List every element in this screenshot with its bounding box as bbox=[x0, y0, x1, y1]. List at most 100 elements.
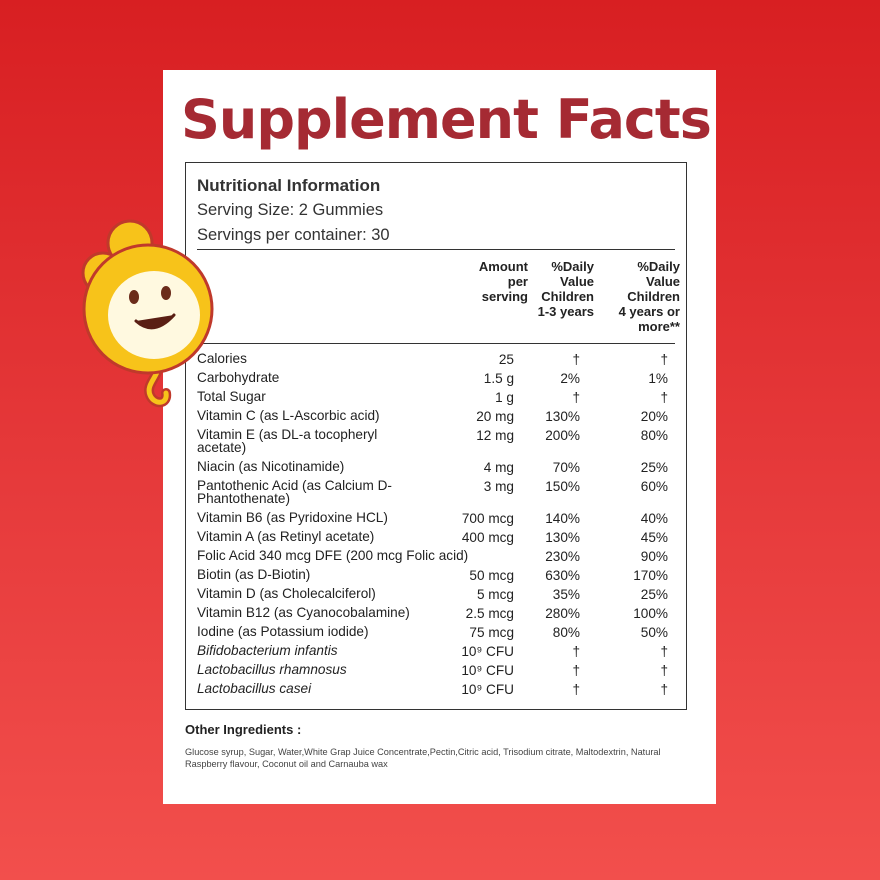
row-dv-4plus: † bbox=[660, 352, 668, 367]
facts-table: Calories 25 † † Carbohydrate 1.5 g 2% 1% Total S… bbox=[186, 352, 686, 701]
row-name: Calories bbox=[197, 351, 247, 366]
row-dv-1-3: 200% bbox=[545, 428, 580, 443]
servings-per-container: Servings per container: 30 bbox=[197, 226, 390, 244]
table-row: Pantothenic Acid (as Calcium D-Phantothe… bbox=[186, 479, 686, 511]
row-dv-1-3: 2% bbox=[560, 371, 580, 386]
table-row: Biotin (as D-Biotin) 50 mcg 630% 170% bbox=[186, 568, 686, 587]
row-name: Total Sugar bbox=[197, 389, 266, 404]
row-dv-1-3: † bbox=[572, 390, 580, 405]
table-row: Lactobacillus rhamnosus 10⁹ CFU † † bbox=[186, 663, 686, 682]
nutrition-info: Nutritional Information Serving Size: 2 … bbox=[197, 174, 390, 248]
row-name: Vitamin B12 (as Cyanocobalamine) bbox=[197, 605, 410, 620]
row-amount: 25 bbox=[498, 352, 514, 367]
row-name: Vitamin E (as DL-a tocopheryl acetate) bbox=[197, 427, 378, 455]
col-header-dv-1-3: %Daily Value Children 1-3 years bbox=[537, 259, 594, 319]
table-row: Total Sugar 1 g † † bbox=[186, 390, 686, 409]
row-dv-4plus: 20% bbox=[640, 409, 668, 424]
row-dv-1-3: 130% bbox=[545, 409, 580, 424]
row-name: Pantothenic Acid (as Calcium D-Phantothe… bbox=[197, 478, 392, 506]
row-amount: 400 mcg bbox=[461, 530, 514, 545]
row-amount: 2.5 mcg bbox=[465, 606, 514, 621]
row-dv-4plus: 80% bbox=[640, 428, 668, 443]
row-amount: 5 mcg bbox=[476, 587, 514, 602]
row-dv-4plus: 90% bbox=[640, 549, 668, 564]
table-row: Vitamin B6 (as Pyridoxine HCL) 700 mcg 140… bbox=[186, 511, 686, 530]
row-dv-4plus: 50% bbox=[640, 625, 668, 640]
row-amount: 10⁹ CFU bbox=[461, 644, 514, 659]
table-row: Vitamin E (as DL-a tocopheryl acetate) 12… bbox=[186, 428, 686, 460]
info-heading: Nutritional Information bbox=[197, 176, 381, 195]
row-name: Bifidobacterium infantis bbox=[197, 643, 338, 658]
row-name: Lactobacillus casei bbox=[197, 681, 312, 696]
row-dv-1-3: 130% bbox=[545, 530, 580, 545]
row-name: Vitamin C (as L-Ascorbic acid) bbox=[197, 408, 380, 423]
row-dv-1-3: 80% bbox=[552, 625, 580, 640]
table-row: Folic Acid 340 mcg DFE (200 mcg Folic ac… bbox=[186, 549, 686, 568]
row-dv-1-3: 230% bbox=[545, 549, 580, 564]
table-row: Iodine (as Potassium iodide) 75 mcg 80% 50% bbox=[186, 625, 686, 644]
row-name: Niacin (as Nicotinamide) bbox=[197, 459, 345, 474]
page-title: Supplement Facts bbox=[181, 88, 712, 151]
row-amount: 700 mcg bbox=[461, 511, 514, 526]
table-row: Bifidobacterium infantis 10⁹ CFU † † bbox=[186, 644, 686, 663]
divider-top bbox=[197, 249, 675, 250]
row-dv-1-3: † bbox=[572, 682, 580, 697]
row-dv-1-3: 140% bbox=[545, 511, 580, 526]
table-row: Niacin (as Nicotinamide) 4 mg 70% 25% bbox=[186, 460, 686, 479]
row-amount: 20 mg bbox=[476, 409, 514, 424]
table-row: Vitamin C (as L-Ascorbic acid) 20 mg 130% 2… bbox=[186, 409, 686, 428]
row-dv-1-3: † bbox=[572, 644, 580, 659]
table-row: Vitamin B12 (as Cyanocobalamine) 2.5 mcg 2… bbox=[186, 606, 686, 625]
serving-size: Serving Size: 2 Gummies bbox=[197, 201, 384, 219]
row-amount: 50 mcg bbox=[469, 568, 514, 583]
smiling-gummy-mascot-icon bbox=[81, 219, 214, 408]
row-dv-4plus: 45% bbox=[640, 530, 668, 545]
table-row: Carbohydrate 1.5 g 2% 1% bbox=[186, 371, 686, 390]
row-amount: 10⁹ CFU bbox=[461, 682, 514, 697]
table-row: Vitamin A (as Retinyl acetate) 400 mcg 130… bbox=[186, 530, 686, 549]
row-name: Lactobacillus rhamnosus bbox=[197, 662, 347, 677]
table-row: Vitamin D (as Cholecalciferol) 5 mcg 35% 25… bbox=[186, 587, 686, 606]
row-name: Vitamin D (as Cholecalciferol) bbox=[197, 586, 376, 601]
row-dv-4plus: † bbox=[660, 682, 668, 697]
row-name: Vitamin A (as Retinyl acetate) bbox=[197, 529, 375, 544]
row-dv-4plus: 40% bbox=[640, 511, 668, 526]
row-amount: 12 mg bbox=[476, 428, 514, 443]
row-dv-4plus: 60% bbox=[640, 479, 668, 494]
table-row: Calories 25 † † bbox=[186, 352, 686, 371]
row-dv-1-3: 280% bbox=[545, 606, 580, 621]
row-dv-1-3: † bbox=[572, 352, 580, 367]
row-dv-4plus: 25% bbox=[640, 460, 668, 475]
row-dv-4plus: 1% bbox=[648, 371, 668, 386]
col-header-amount: Amount per serving bbox=[478, 259, 528, 304]
row-dv-1-3: 150% bbox=[545, 479, 580, 494]
row-dv-4plus: 170% bbox=[633, 568, 668, 583]
row-amount: 75 mcg bbox=[469, 625, 514, 640]
row-name: Folic Acid 340 mcg DFE (200 mcg Folic ac… bbox=[197, 548, 469, 563]
row-dv-4plus: 25% bbox=[640, 587, 668, 602]
row-amount: 1 g bbox=[495, 390, 514, 405]
table-row: Lactobacillus casei 10⁹ CFU † † bbox=[186, 682, 686, 701]
row-dv-4plus: † bbox=[660, 663, 668, 678]
row-amount: 10⁹ CFU bbox=[461, 663, 514, 678]
row-dv-4plus: † bbox=[660, 390, 668, 405]
row-amount: 3 mg bbox=[483, 479, 514, 494]
row-name: Carbohydrate bbox=[197, 370, 280, 385]
supplement-facts-card: Supplement Facts Nutritional Information… bbox=[163, 70, 716, 804]
row-dv-4plus: 100% bbox=[633, 606, 668, 621]
other-ingredients-heading: Other Ingredients : bbox=[185, 722, 302, 737]
divider-header bbox=[197, 343, 675, 344]
row-amount: 1.5 g bbox=[483, 371, 514, 386]
facts-panel: Nutritional Information Serving Size: 2 … bbox=[185, 162, 687, 710]
row-name: Vitamin B6 (as Pyridoxine HCL) bbox=[197, 510, 388, 525]
other-ingredients-text: Glucose syrup, Sugar, Water,White Grap J… bbox=[185, 747, 661, 769]
col-header-dv-4plus: %Daily Value Children 4 years or more** bbox=[618, 259, 680, 334]
row-dv-1-3: 35% bbox=[552, 587, 580, 602]
row-dv-1-3: 630% bbox=[545, 568, 580, 583]
row-name: Biotin (as D-Biotin) bbox=[197, 567, 311, 582]
row-amount: 4 mg bbox=[483, 460, 514, 475]
row-name: Iodine (as Potassium iodide) bbox=[197, 624, 369, 639]
row-dv-1-3: 70% bbox=[552, 460, 580, 475]
row-dv-1-3: † bbox=[572, 663, 580, 678]
row-dv-4plus: † bbox=[660, 644, 668, 659]
